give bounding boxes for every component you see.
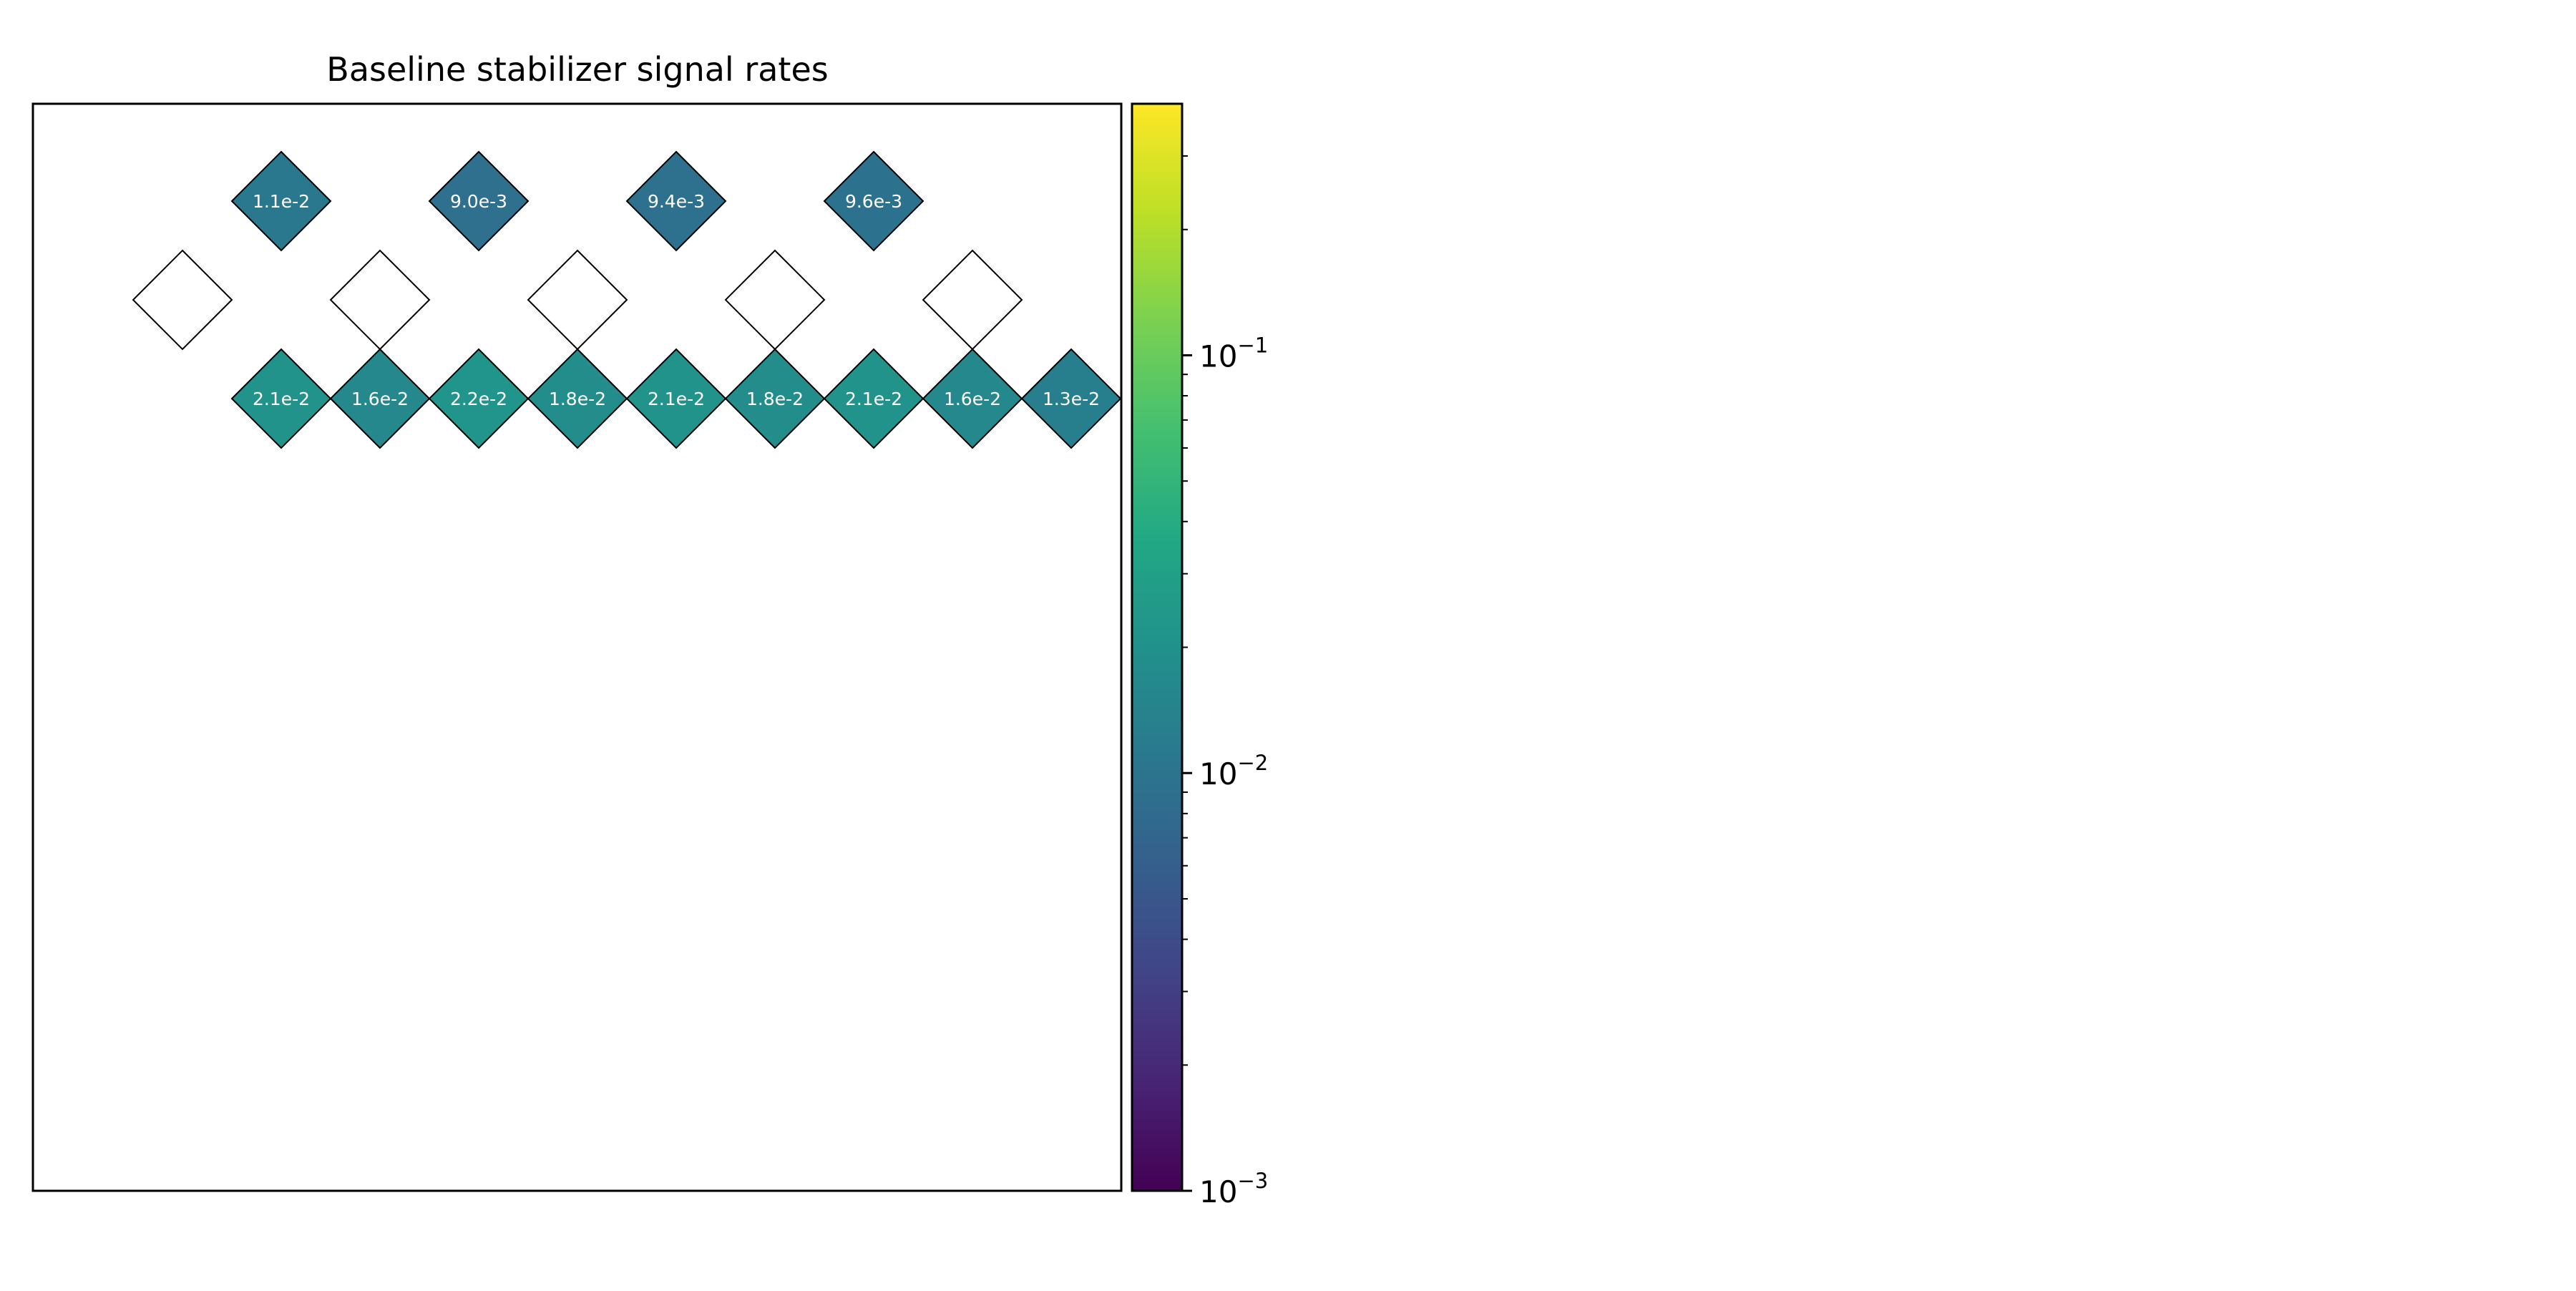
cell-label: 1.3e-2: [1043, 389, 1100, 409]
cell-label: 9.6e-3: [845, 191, 902, 212]
heatmap-cell: [823, 150, 924, 252]
heatmap-cell: [428, 150, 530, 252]
heatmap-cell: [428, 348, 530, 449]
empty-cell: [724, 249, 826, 351]
left-panel-title: Baseline stabilizer signal rates: [326, 50, 829, 89]
colorbar: [1131, 102, 1184, 1192]
cell-label: 1.6e-2: [351, 389, 409, 409]
heatmap-cell: [230, 150, 332, 252]
heatmap-cell: [625, 348, 727, 449]
colorbar-tick-label: 10−1: [1199, 333, 1268, 374]
colorbar-tick-label: 10−3: [1199, 1169, 1268, 1209]
heatmap-cell: [922, 348, 1023, 449]
heatmap-cell: [724, 348, 826, 449]
cell-label: 2.1e-2: [253, 389, 310, 409]
empty-cell: [329, 249, 431, 351]
cell-label: 2.2e-2: [450, 389, 507, 409]
cell-label: 1.8e-2: [549, 389, 606, 409]
heatmap-cell: [230, 348, 332, 449]
empty-cell: [132, 249, 233, 351]
cell-label: 2.1e-2: [845, 389, 902, 409]
heatmap-cell: [329, 348, 431, 449]
empty-cell: [527, 249, 628, 351]
cell-label: 1.8e-2: [746, 389, 804, 409]
cell-label: 1.1e-2: [253, 191, 310, 212]
cell-label: 1.6e-2: [944, 389, 1001, 409]
empty-cell: [922, 249, 1023, 351]
panel-1: 1.1e-2 9.0e-3 9.4e-3 9.6e-3 2.1e-2 1.6e-2 2.2e…: [31, 102, 1268, 1209]
colorbar-tick-label: 10−2: [1199, 751, 1268, 791]
cell-label: 9.0e-3: [450, 191, 507, 212]
heatmap-cell: [1020, 348, 1122, 449]
heatmap-cell: [527, 348, 628, 449]
cell-label: 9.4e-3: [648, 191, 705, 212]
plot-frame: [31, 102, 1123, 1192]
cell-label: 2.1e-2: [648, 389, 705, 409]
heatmap-cell: [823, 348, 924, 449]
heatmap-cell: [625, 150, 727, 252]
